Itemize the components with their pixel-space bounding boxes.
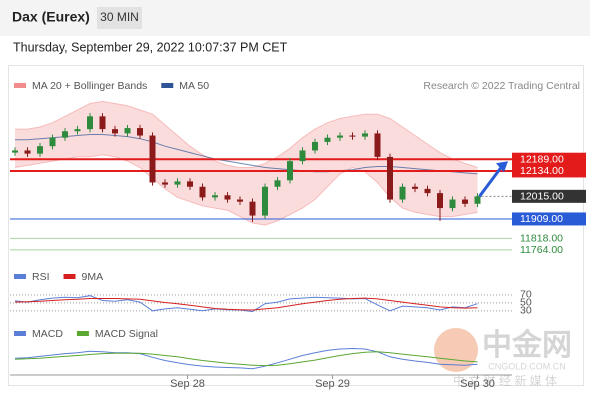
candle-body (162, 182, 168, 185)
level-label-box (512, 164, 586, 178)
legend-label: MACD Signal (95, 328, 158, 340)
legend-swatch (63, 274, 76, 279)
watermark-slogan: 中 文 财 经 新 媒 体 (453, 373, 557, 388)
candle-body (424, 188, 431, 194)
candle-body (62, 131, 68, 138)
candle-body (437, 193, 443, 209)
copyright: Research © 2022 Trading Central (423, 80, 580, 92)
legend-label: RSI (32, 271, 50, 283)
legend-label: MACD (32, 328, 63, 340)
watermark: 中金网 CNGOLD.COM.CN 中 文 财 经 新 媒 体 (434, 328, 572, 388)
candle-body (387, 156, 393, 200)
bollinger-band-area (15, 101, 478, 226)
candle-body (212, 195, 218, 198)
candle-body (12, 150, 18, 153)
ma50-line (15, 134, 478, 175)
x-tick-label: Sep 30 (460, 378, 495, 390)
rsi-tick-label: 70 (520, 289, 532, 301)
candle-body (149, 135, 156, 183)
level-label: 12134.00 (520, 165, 564, 177)
candle-body (137, 128, 143, 136)
level-label: 11818.00 (520, 233, 563, 245)
level-label-box (512, 152, 586, 166)
candle-body (312, 141, 318, 151)
forecast-arrowhead (496, 161, 508, 173)
candle-body (337, 135, 343, 138)
interval-label[interactable]: 30 MIN (100, 10, 139, 24)
candle-body (224, 195, 231, 200)
candle-body (287, 161, 293, 181)
forecast-arrow (478, 165, 504, 198)
candle-body (449, 199, 456, 209)
macd-line (14, 351, 478, 367)
candle-body (249, 201, 256, 216)
watermark-url: CNGOLD.COM.CN (488, 361, 566, 371)
candle-body (49, 137, 56, 147)
candle-body (362, 133, 368, 137)
timestamp: Thursday, September 29, 2022 10:07:37 PM… (13, 40, 288, 54)
candle-body (187, 181, 193, 187)
candle-body (124, 128, 131, 134)
rsi-tick-label: 50 (520, 297, 532, 309)
legend-swatch (14, 331, 26, 336)
watermark-logo: 中金网 (482, 328, 572, 362)
x-tick-label: Sep 28 (170, 378, 205, 390)
rsi-line (14, 297, 478, 311)
legend-label: 9MA (82, 271, 104, 283)
candle-body (262, 186, 268, 216)
candle-body (37, 146, 43, 154)
candle-body (474, 196, 481, 204)
candle-body (87, 116, 93, 130)
chart-frame (8, 65, 584, 386)
level-label: 12015.00 (520, 191, 564, 203)
candle-body (99, 116, 106, 130)
legend-label: MA 50 (179, 80, 209, 92)
level-label: 11764.00 (520, 244, 563, 256)
watermark-logo-mark (434, 328, 478, 372)
candle-body (199, 186, 206, 198)
level-label: 12189.00 (520, 153, 564, 165)
candle-body (374, 133, 381, 157)
candle-body (274, 180, 281, 187)
legend-swatch (161, 83, 174, 88)
interval-button[interactable] (97, 7, 142, 29)
rsi-tick-label: 30 (520, 305, 532, 317)
level-label: 11909.00 (520, 213, 563, 225)
candle-body (112, 129, 118, 134)
level-label-box (512, 189, 586, 203)
bollinger-lower (14, 154, 478, 226)
x-tick-label: Sep 29 (315, 378, 350, 390)
legend-swatch (14, 83, 26, 88)
rsi-line (14, 295, 478, 313)
legend-swatch (14, 274, 26, 279)
candle-body (74, 129, 81, 132)
candle-body (299, 150, 306, 162)
candle-body (324, 137, 331, 142)
legend-swatch (76, 331, 89, 336)
candle-body (349, 135, 356, 137)
candle-body (24, 150, 31, 154)
candle-body (412, 186, 418, 189)
legend-label: MA 20 + Bollinger Bands (32, 80, 147, 92)
candle-body (399, 186, 406, 200)
bollinger-upper (15, 100, 478, 168)
level-label-box (512, 212, 586, 226)
candle-body (174, 181, 181, 185)
macd-line (14, 347, 478, 370)
candle-body (462, 199, 468, 204)
instrument-title: Dax (Eurex) (12, 9, 90, 25)
candle-body (237, 199, 243, 202)
